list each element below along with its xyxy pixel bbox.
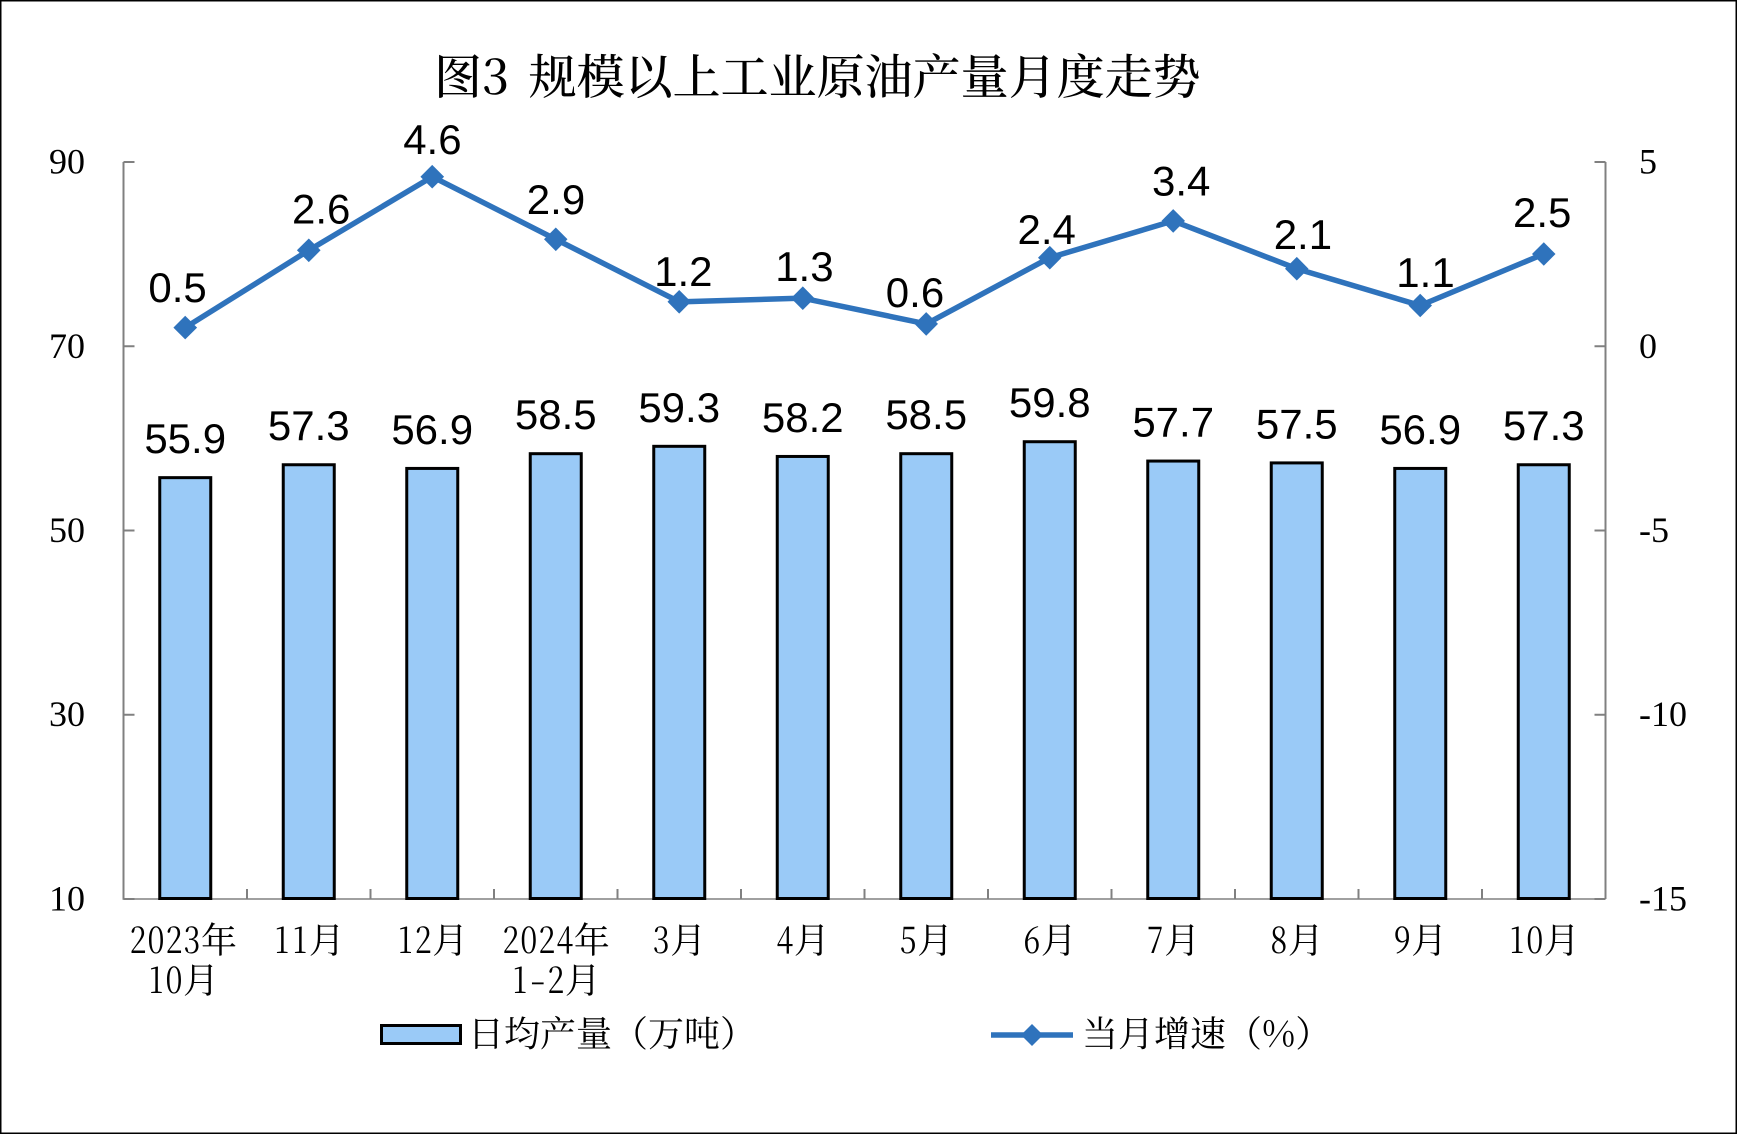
svg-text:56.9: 56.9: [1379, 406, 1461, 453]
svg-text:-15: -15: [1639, 879, 1687, 919]
svg-text:2.9: 2.9: [527, 176, 585, 223]
svg-text:1.1: 1.1: [1396, 249, 1454, 296]
svg-text:30: 30: [49, 694, 85, 734]
svg-text:0.6: 0.6: [886, 269, 944, 316]
svg-text:58.5: 58.5: [515, 391, 597, 438]
svg-text:90: 90: [49, 142, 85, 182]
svg-text:57.3: 57.3: [1503, 402, 1585, 449]
svg-text:57.5: 57.5: [1256, 400, 1338, 447]
svg-text:-10: -10: [1639, 694, 1687, 734]
svg-text:1.2: 1.2: [654, 248, 712, 295]
svg-text:70: 70: [49, 326, 85, 366]
svg-text:4.6: 4.6: [403, 116, 461, 163]
svg-text:59.3: 59.3: [638, 384, 720, 431]
svg-text:58.5: 58.5: [885, 391, 967, 438]
svg-text:57.3: 57.3: [268, 402, 350, 449]
svg-text:2.6: 2.6: [292, 185, 350, 232]
svg-text:58.2: 58.2: [762, 394, 844, 441]
svg-text:10: 10: [49, 879, 85, 919]
svg-text:50: 50: [49, 510, 85, 550]
svg-text:59.8: 59.8: [1009, 379, 1091, 426]
svg-text:2.4: 2.4: [1018, 206, 1076, 253]
svg-text:3.4: 3.4: [1152, 158, 1210, 205]
svg-text:57.7: 57.7: [1132, 399, 1214, 446]
svg-text:0.5: 0.5: [148, 264, 206, 311]
svg-text:-5: -5: [1639, 510, 1669, 550]
svg-text:0: 0: [1639, 326, 1657, 366]
svg-text:1.3: 1.3: [775, 243, 833, 290]
svg-text:56.9: 56.9: [391, 406, 473, 453]
svg-text:2.1: 2.1: [1274, 211, 1332, 258]
svg-text:5: 5: [1639, 142, 1657, 182]
svg-text:55.9: 55.9: [144, 415, 226, 462]
svg-text:2.5: 2.5: [1513, 189, 1571, 236]
